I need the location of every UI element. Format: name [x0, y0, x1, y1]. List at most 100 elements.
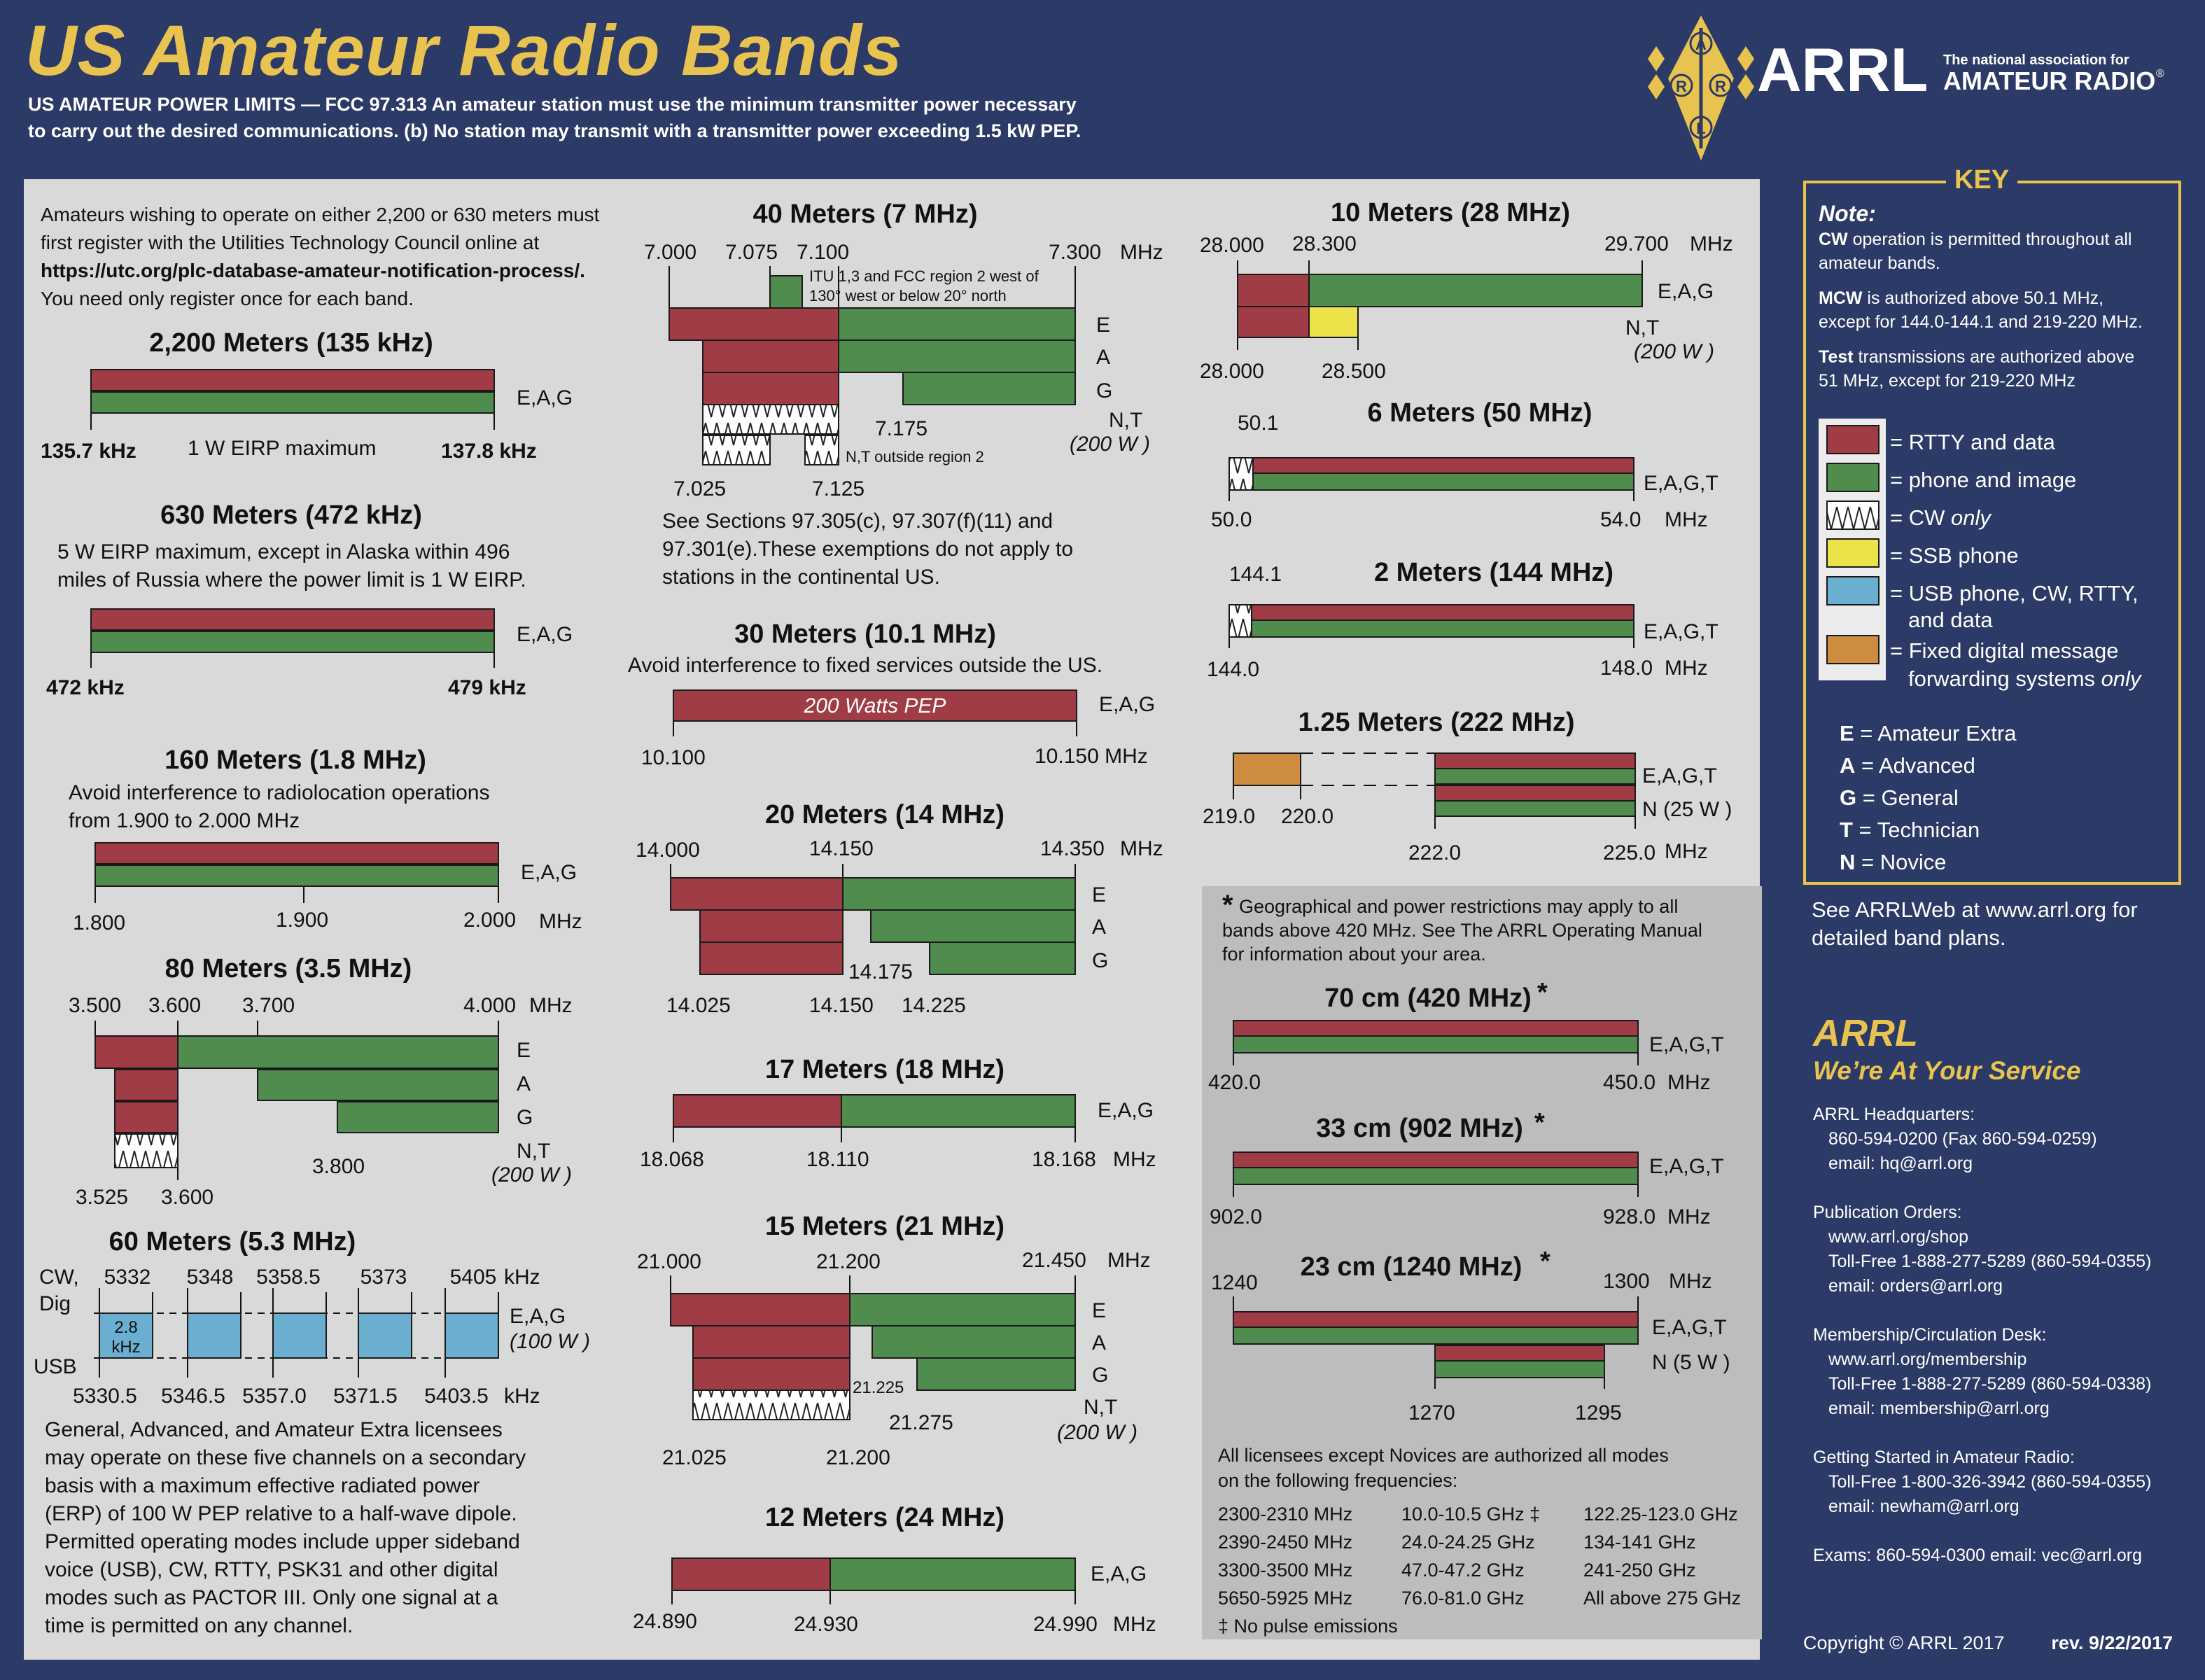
freq-low: 50.0	[1211, 508, 1252, 531]
rtty-segment	[94, 842, 499, 864]
rtty-segment	[699, 941, 844, 975]
license-class: N,T	[1109, 409, 1142, 432]
contact-line: www.arrl.org/membership	[1828, 1350, 2026, 1369]
cw-segment	[1228, 457, 1254, 491]
phone-segment	[769, 275, 803, 309]
unit: kHz	[504, 1385, 540, 1408]
freq-tick: 21.200	[816, 1250, 881, 1273]
itu-note: 130° west or below 20° north	[809, 287, 1007, 304]
license-class: G	[1092, 1364, 1108, 1387]
copyright: Copyright © ARRL 2017	[1803, 1632, 2005, 1653]
phone-segment	[90, 631, 495, 653]
license-class: A	[517, 1072, 531, 1096]
key-note: except for 144.0-144.1 and 219-220 MHz.	[1819, 312, 2143, 332]
microwave-allocation: 76.0-81.0 GHz	[1401, 1588, 1525, 1609]
channel-center: 5405	[450, 1266, 497, 1289]
unit: MHz	[1113, 1613, 1156, 1636]
freq-high: 2.000	[463, 909, 516, 932]
power-note: 1 W EIRP maximum	[188, 437, 377, 460]
band-title-40m: 40 Meters (7 MHz)	[753, 200, 978, 229]
phone-segment	[870, 909, 1076, 943]
phone-segment	[902, 372, 1076, 405]
freq-high: 54.0	[1600, 508, 1641, 531]
channel-edge: 5403.5	[424, 1385, 489, 1408]
phone-segment	[1308, 274, 1643, 307]
license-classes: E,A,G,T	[1652, 1316, 1727, 1339]
freq-high: 137.8 kHz	[441, 440, 537, 463]
freq-tick: 3.600	[161, 1186, 214, 1209]
power-note: miles of Russia where the power limit is…	[57, 568, 526, 592]
channel-center: 5373	[360, 1266, 407, 1289]
license-class: A	[1096, 346, 1110, 369]
rtty-segment	[1434, 785, 1636, 802]
channel-edge: 5371.5	[333, 1385, 398, 1408]
interference-note: Avoid interference to radiolocation oper…	[69, 781, 490, 804]
freq-low: 135.7 kHz	[41, 440, 136, 463]
power-limits-line-1: US AMATEUR POWER LIMITS — FCC 97.313 An …	[28, 94, 1077, 115]
logo-letter-l: L	[1696, 120, 1705, 137]
rtty-segment	[670, 877, 844, 911]
legend-usb: and data	[1908, 608, 1993, 632]
key-title: KEY	[1946, 165, 2018, 195]
unit: MHz	[1690, 232, 1733, 255]
license-classes: E,A,G	[517, 623, 573, 646]
power-note: 5 W EIRP maximum, except in Alaska withi…	[57, 540, 510, 564]
channel-rules-text: General, Advanced, and Amateur Extra lic…	[45, 1418, 503, 1441]
phone-segment	[929, 941, 1076, 975]
channel-rules-text: time is permitted on any channel.	[45, 1614, 353, 1637]
logo-letter-a: A	[1695, 36, 1707, 53]
microwave-allocation: 3300-3500 MHz	[1218, 1560, 1352, 1581]
usb-channel	[272, 1312, 327, 1359]
rtty-segment	[692, 1325, 850, 1359]
freq-high: 928.0	[1603, 1205, 1656, 1228]
phone-segment	[94, 864, 499, 887]
freq-low: 18.068	[640, 1148, 704, 1171]
license-class: G	[1096, 379, 1112, 402]
contact-line: email: orders@arrl.org	[1828, 1276, 2003, 1296]
freq-tick: 14.150	[809, 994, 874, 1017]
band-title-2200m: 2,200 Meters (135 kHz)	[149, 328, 433, 358]
rtty-segment	[114, 1069, 178, 1101]
all-modes-note: on the following frequencies:	[1218, 1470, 1457, 1491]
revision: rev. 9/22/2017	[2051, 1632, 2173, 1653]
rtty-segment	[1233, 1311, 1639, 1328]
freq-high: 10.150 MHz	[1035, 745, 1148, 768]
swatch-fixed	[1826, 635, 1879, 664]
contact-line: ARRL Headquarters:	[1813, 1105, 1975, 1124]
license-classes: E,A,G	[1098, 1099, 1154, 1122]
channel-bandwidth: 2.8	[114, 1318, 137, 1337]
interference-note: Avoid interference to fixed services out…	[628, 654, 1102, 677]
freq-tick: 21.275	[889, 1411, 953, 1434]
cw-segment	[114, 1133, 178, 1168]
freq-tick: 7.075	[725, 241, 778, 264]
restriction-note: for information about your area.	[1222, 944, 1486, 965]
power-limit: (200 W )	[1070, 433, 1150, 456]
outside-region-note: N,T outside region 2	[846, 448, 984, 465]
asterisk: *	[1222, 890, 1233, 920]
key-note: 51 MHz, except for 219-220 MHz	[1819, 371, 2076, 391]
mode-label: CW,	[39, 1266, 79, 1289]
rtty-segment	[1434, 1345, 1605, 1362]
band-title-6m: 6 Meters (50 MHz)	[1368, 398, 1592, 428]
license-classes: E,A,G,T	[1642, 764, 1717, 788]
power-limits-line-2: to carry out the desired communications.…	[28, 120, 1082, 141]
unit: MHz	[1667, 1205, 1711, 1228]
phone-segment	[916, 1357, 1076, 1391]
arrl-brand: ARRL	[1812, 1012, 1918, 1054]
contact-line: Getting Started in Amateur Radio:	[1813, 1448, 2075, 1467]
phone-segment	[1233, 1326, 1639, 1345]
rtty-segment	[1252, 457, 1634, 474]
phone-segment	[1252, 472, 1634, 491]
phone-segment	[257, 1069, 499, 1101]
band-title-160m: 160 Meters (1.8 MHz)	[164, 746, 426, 775]
rtty-segment	[671, 1558, 831, 1591]
contact-line: Toll-Free 1-800-326-3942 (860-594-0355)	[1828, 1472, 2151, 1492]
swatch-phone	[1826, 463, 1879, 492]
freq-tick: 14.175	[848, 960, 913, 983]
license-class-key: G = General	[1840, 785, 1959, 810]
rtty-segment	[1237, 306, 1310, 338]
key-note: CW operation is permitted throughout all	[1819, 230, 2132, 249]
freq-high: 148.0	[1600, 657, 1653, 680]
license-classes: E,A,G	[510, 1305, 566, 1328]
